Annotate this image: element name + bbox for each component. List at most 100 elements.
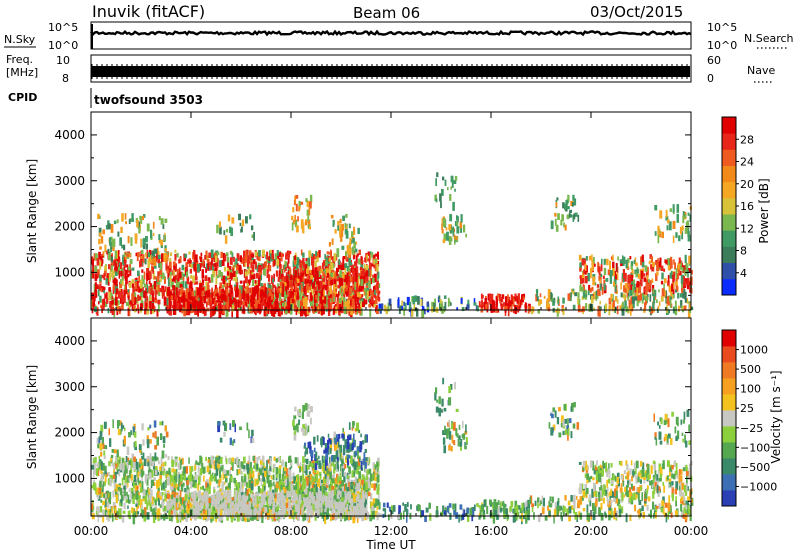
range-cell <box>224 474 227 479</box>
range-cell <box>255 480 259 484</box>
range-cell <box>201 276 204 282</box>
range-cell <box>189 268 192 274</box>
range-cell <box>146 268 149 277</box>
range-cell <box>186 480 189 485</box>
range-cell <box>188 298 192 304</box>
range-cell <box>375 296 378 304</box>
range-cell <box>105 298 109 304</box>
range-cell <box>229 250 233 255</box>
range-cell <box>288 482 292 490</box>
range-cell <box>687 231 690 238</box>
range-cell <box>595 290 598 299</box>
range-cell <box>180 292 184 300</box>
range-cell <box>369 299 371 304</box>
range-cell <box>203 299 206 304</box>
range-cell <box>226 283 229 289</box>
range-cell <box>344 301 348 308</box>
range-cell <box>665 290 667 299</box>
range-cell <box>665 209 668 218</box>
range-cell <box>246 283 249 289</box>
range-cell <box>645 297 647 305</box>
range-cell <box>306 268 309 274</box>
range-cell <box>183 474 186 481</box>
freq-unit: [MHz] <box>6 66 38 79</box>
range-cell <box>302 252 305 258</box>
range-cell <box>226 256 230 263</box>
range-cell <box>327 463 331 469</box>
range-cell <box>648 279 650 283</box>
range-cell <box>280 291 283 297</box>
range-cell <box>200 486 203 490</box>
range-cell <box>357 277 360 286</box>
range-cell <box>358 250 361 254</box>
range-cell <box>275 270 279 277</box>
range-cell <box>251 277 255 287</box>
range-cell <box>241 219 245 227</box>
range-cell <box>289 469 292 478</box>
range-cell <box>292 260 295 268</box>
range-cell <box>246 488 250 496</box>
range-cell <box>253 273 256 280</box>
range-cell <box>319 299 323 303</box>
range-cell <box>109 292 113 300</box>
range-cell <box>501 294 505 299</box>
range-cell <box>455 236 458 240</box>
range-cell <box>262 455 265 463</box>
range-cell <box>330 476 333 485</box>
range-cell <box>583 269 585 275</box>
range-cell <box>360 275 363 283</box>
range-cell <box>257 279 260 287</box>
y-tick-label: 4000 <box>54 128 85 142</box>
range-cell <box>213 299 216 305</box>
range-cell <box>283 276 287 282</box>
range-cell <box>231 252 234 259</box>
range-cell <box>347 281 350 287</box>
range-cell <box>98 238 101 245</box>
range-cell <box>235 273 238 280</box>
range-cell <box>139 487 143 493</box>
range-cell <box>120 279 123 286</box>
range-cell <box>302 456 305 464</box>
range-cell <box>330 279 334 285</box>
range-cell <box>358 293 362 298</box>
range-cell <box>131 218 134 222</box>
range-cell <box>175 290 178 298</box>
range-cell <box>671 283 674 292</box>
range-cell <box>667 219 670 224</box>
range-cell <box>357 458 361 466</box>
range-cell <box>306 464 310 470</box>
range-cell <box>452 201 455 211</box>
range-cell <box>166 298 169 306</box>
range-cell <box>267 459 270 464</box>
range-cell <box>279 287 282 293</box>
range-cell <box>572 290 575 295</box>
range-cell <box>213 289 217 294</box>
range-cell <box>150 506 153 512</box>
range-cell <box>285 468 289 477</box>
range-cell <box>175 279 179 289</box>
range-cell <box>435 198 438 203</box>
range-cell <box>294 270 297 278</box>
range-cell <box>296 278 300 283</box>
range-cell <box>294 215 296 222</box>
range-cell <box>264 287 268 291</box>
range-cell <box>123 469 127 478</box>
range-cell <box>97 513 100 523</box>
range-cell <box>327 278 330 285</box>
range-cell <box>99 460 102 470</box>
range-cell <box>180 474 183 483</box>
range-cell <box>263 479 266 488</box>
range-cell <box>205 456 207 462</box>
range-cell <box>352 250 355 260</box>
nsky-tick-bottom: 10^0 <box>48 39 78 52</box>
range-cell <box>154 500 157 506</box>
range-cell <box>176 303 180 310</box>
range-cell <box>255 287 258 294</box>
range-cell <box>164 248 167 252</box>
range-cell <box>259 266 262 272</box>
range-cell <box>199 468 203 476</box>
range-cell <box>299 466 301 473</box>
range-cell <box>598 306 602 311</box>
range-cell <box>234 290 237 298</box>
range-cell <box>295 203 298 212</box>
